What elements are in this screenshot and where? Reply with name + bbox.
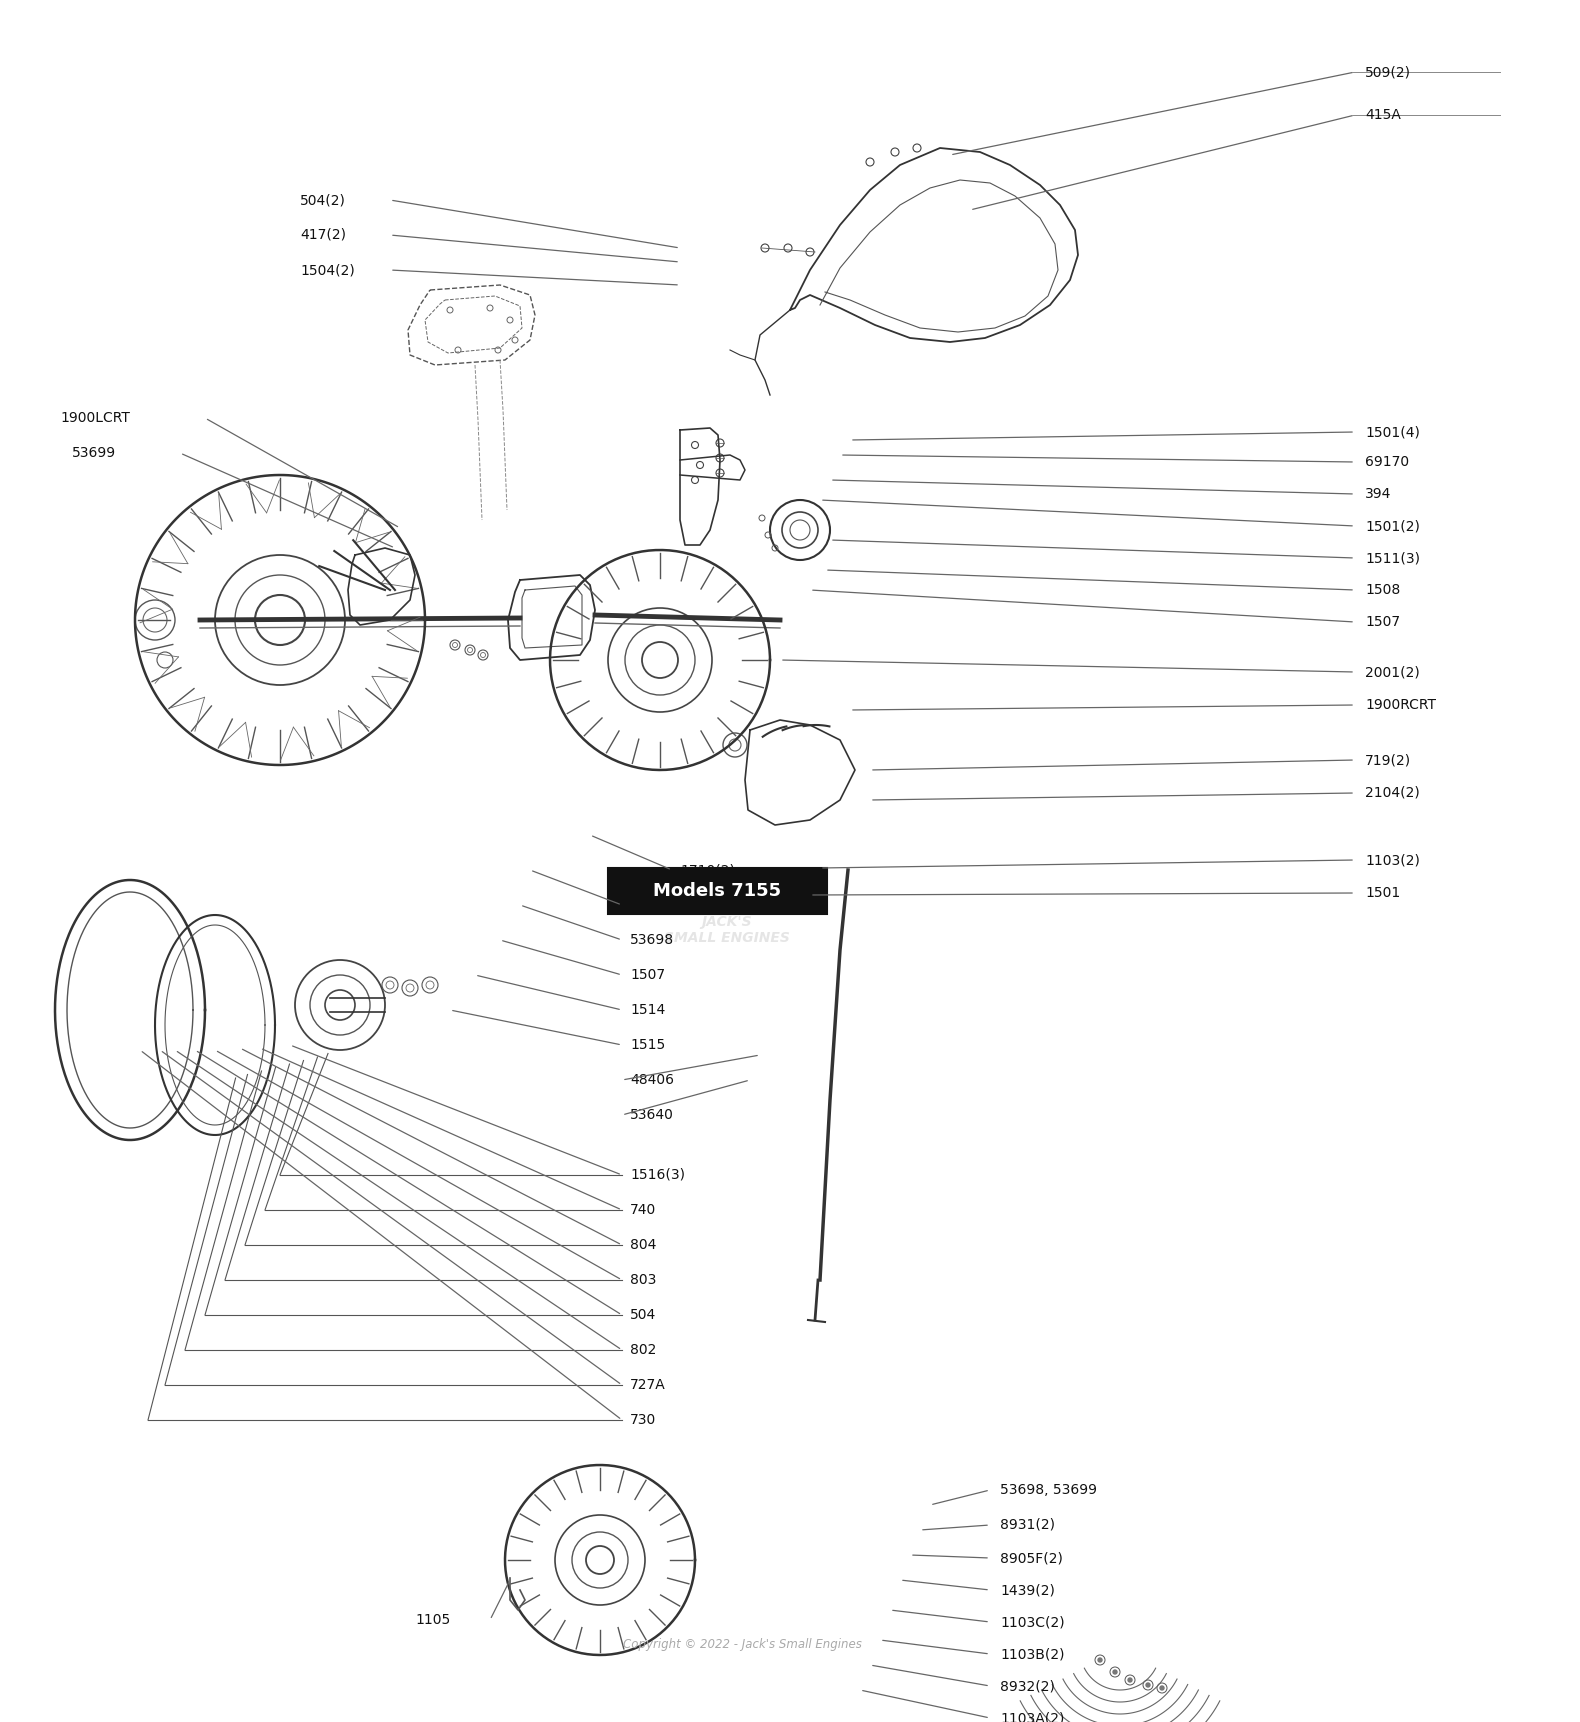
Text: 1508: 1508 — [1365, 584, 1400, 598]
Text: 417(2): 417(2) — [300, 227, 346, 243]
Text: 803: 803 — [630, 1273, 656, 1286]
Text: 1103(2): 1103(2) — [1365, 852, 1420, 866]
Text: 1501: 1501 — [1365, 887, 1400, 901]
Text: 1900RCRT: 1900RCRT — [1365, 697, 1436, 711]
Text: 1501(2): 1501(2) — [1365, 518, 1420, 534]
Text: JACK'S
SMALL ENGINES: JACK'S SMALL ENGINES — [664, 914, 790, 945]
Text: 1507: 1507 — [1365, 615, 1400, 629]
Text: 2001(2): 2001(2) — [1365, 665, 1420, 678]
Text: 2104(2): 2104(2) — [1365, 785, 1420, 801]
Text: 802: 802 — [630, 1343, 656, 1357]
Text: 69170: 69170 — [1365, 455, 1409, 468]
Text: Copyright © 2022 - Jack's Small Engines: Copyright © 2022 - Jack's Small Engines — [623, 1638, 863, 1651]
Text: 1504(2): 1504(2) — [300, 263, 356, 277]
Circle shape — [1112, 1670, 1117, 1674]
Text: 8932(2): 8932(2) — [1000, 1679, 1055, 1693]
Text: 53699: 53699 — [73, 446, 115, 460]
Text: 1514: 1514 — [630, 1002, 665, 1018]
Text: 1516(3): 1516(3) — [630, 1168, 686, 1181]
Circle shape — [1098, 1658, 1101, 1662]
Text: 1511(3): 1511(3) — [1365, 551, 1420, 565]
Text: 504(2): 504(2) — [300, 193, 346, 207]
Text: 1515: 1515 — [630, 1038, 665, 1052]
Circle shape — [1128, 1677, 1131, 1682]
FancyBboxPatch shape — [608, 868, 826, 914]
Text: 727A: 727A — [630, 1378, 665, 1391]
Text: 1103A(2): 1103A(2) — [1000, 1712, 1065, 1722]
Text: 394: 394 — [1365, 487, 1392, 501]
Text: 48406: 48406 — [630, 1073, 675, 1087]
Text: 740: 740 — [630, 1204, 656, 1217]
Text: 8905F(2): 8905F(2) — [1000, 1552, 1063, 1565]
Text: 730: 730 — [630, 1414, 656, 1428]
Text: 1507: 1507 — [630, 968, 665, 982]
Text: 1103B(2): 1103B(2) — [1000, 1646, 1065, 1662]
Text: 509(2): 509(2) — [1365, 65, 1411, 79]
Text: 504: 504 — [630, 1309, 656, 1322]
Text: 1439(2): 1439(2) — [1000, 1583, 1055, 1596]
Text: Models 7155: Models 7155 — [654, 882, 782, 901]
Text: 719(2): 719(2) — [1365, 753, 1411, 766]
Circle shape — [1146, 1682, 1150, 1688]
Text: 8931(2): 8931(2) — [1000, 1519, 1055, 1533]
Text: 1501(4): 1501(4) — [1365, 425, 1420, 439]
Text: 53698: 53698 — [630, 933, 675, 947]
Text: 53640: 53640 — [630, 1107, 675, 1123]
Circle shape — [1160, 1686, 1164, 1689]
Text: 1900LCRT: 1900LCRT — [60, 412, 130, 425]
Text: 53698, 53699: 53698, 53699 — [1000, 1483, 1097, 1496]
Text: 415A: 415A — [1365, 108, 1401, 122]
Text: 1710(2): 1710(2) — [679, 863, 735, 876]
Text: 804: 804 — [630, 1238, 656, 1252]
Text: 1105: 1105 — [416, 1614, 450, 1627]
Text: 1103C(2): 1103C(2) — [1000, 1615, 1065, 1629]
Text: 1500L, 1500P: 1500L, 1500P — [630, 897, 725, 913]
